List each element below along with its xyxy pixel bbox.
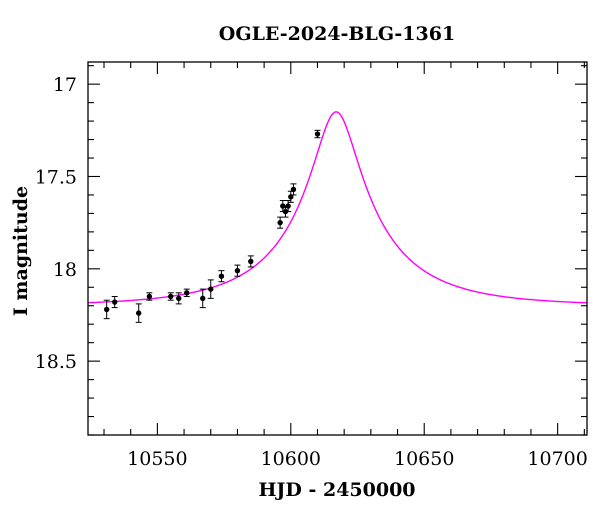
data-point: [135, 303, 142, 323]
data-marker: [314, 131, 321, 137]
data-point: [167, 292, 174, 301]
data-marker: [290, 186, 297, 193]
data-point: [218, 270, 225, 283]
data-marker: [200, 295, 206, 302]
data-marker: [285, 203, 291, 209]
axis-tick-labels: 10550 10600 10650 10700 17 17.5 18 18.5: [35, 74, 588, 470]
data-marker: [146, 293, 153, 300]
data-marker: [184, 290, 190, 296]
data-point: [183, 288, 190, 298]
data-points-group: [103, 129, 321, 323]
data-marker: [208, 286, 214, 292]
x-tick-label: 10600: [261, 448, 321, 470]
data-marker: [176, 295, 182, 302]
x-tick-label: 10550: [127, 448, 187, 470]
chart-title: OGLE-2024-BLG-1361: [219, 23, 455, 45]
model-curve-group: [88, 111, 587, 304]
data-point: [290, 183, 297, 196]
data-marker: [248, 258, 254, 265]
data-point: [314, 129, 321, 139]
data-point: [247, 255, 254, 268]
data-marker: [277, 219, 283, 226]
data-marker: [103, 306, 110, 313]
data-marker: [168, 293, 174, 300]
data-point: [234, 264, 241, 277]
data-point: [111, 296, 118, 309]
y-tick-label: 18.5: [35, 351, 77, 373]
data-point: [207, 279, 214, 299]
axis-ticks: [88, 62, 587, 436]
data-marker: [111, 299, 118, 305]
y-tick-label: 17.5: [35, 166, 77, 188]
data-point: [146, 292, 153, 301]
x-tick-label: 10650: [394, 448, 454, 470]
x-axis-label: HJD - 2450000: [258, 479, 415, 501]
y-tick-label: 17: [53, 74, 77, 96]
x-tick-label: 10700: [527, 448, 587, 470]
y-axis-label: I magnitude: [10, 186, 32, 316]
data-marker: [234, 267, 241, 274]
data-point: [199, 288, 206, 309]
data-marker: [136, 310, 142, 316]
data-marker: [218, 273, 225, 279]
plot-frame: [87, 61, 588, 436]
data-point: [277, 216, 284, 229]
model-curve: [88, 111, 587, 304]
y-tick-label: 18: [53, 259, 77, 281]
data-point: [285, 199, 292, 213]
data-point: [175, 292, 182, 305]
data-point: [103, 299, 110, 320]
